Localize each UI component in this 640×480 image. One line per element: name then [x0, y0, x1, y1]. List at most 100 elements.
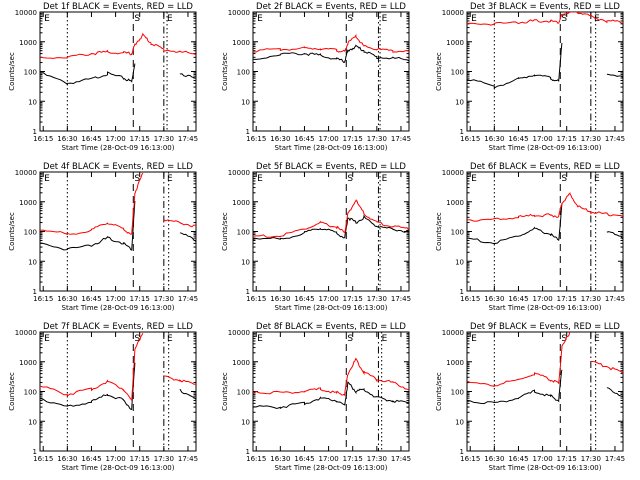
marker-label: S	[134, 334, 140, 344]
events-series-line	[467, 42, 623, 89]
events-series-line	[40, 362, 196, 411]
lld-series-line	[253, 33, 409, 53]
x-axis-label: Start Time (28-Oct-09 16:13:00)	[62, 464, 175, 472]
x-tick-label: 17:15	[557, 295, 577, 303]
y-tick-label: 10	[455, 258, 464, 266]
events-series-line	[253, 214, 409, 240]
y-tick-label: 10	[241, 258, 250, 266]
marker-label: S	[134, 14, 140, 24]
x-axis-label: Start Time (28-Oct-09 16:13:00)	[62, 144, 175, 152]
marker-label: E	[382, 174, 388, 184]
marker-label: E	[257, 14, 263, 24]
x-tick-label: 16:45	[81, 135, 101, 143]
panel-title: Det 7f BLACK = Events, RED = LLD	[43, 322, 193, 332]
x-tick-label: 16:15	[33, 455, 53, 463]
marker-label: S	[347, 174, 353, 184]
x-tick-label: 16:30	[270, 135, 290, 143]
x-tick-label: 17:30	[581, 295, 601, 303]
x-tick-label: 16:45	[81, 455, 101, 463]
lld-series-line	[467, 332, 623, 387]
y-tick-label: 1000	[232, 199, 250, 207]
x-tick-label: 17:30	[154, 455, 174, 463]
x-tick-label: 17:30	[367, 455, 387, 463]
plot-frame	[39, 331, 197, 452]
x-tick-label: 17:30	[581, 135, 601, 143]
x-tick-label: 16:15	[33, 295, 53, 303]
y-tick-label: 1000	[446, 39, 464, 47]
x-tick-label: 17:15	[343, 455, 363, 463]
plot-frame	[39, 171, 197, 292]
panel-title: Det 9f BLACK = Events, RED = LLD	[470, 322, 620, 332]
panel-title: Det 4f BLACK = Events, RED = LLD	[43, 162, 193, 172]
marker-label: E	[382, 334, 388, 344]
y-tick-label: 100	[24, 229, 37, 237]
x-tick-label: 17:30	[581, 455, 601, 463]
x-tick-label: 17:15	[130, 295, 150, 303]
x-tick-label: 17:15	[557, 135, 577, 143]
x-tick-label: 16:45	[508, 455, 528, 463]
marker-label: E	[44, 174, 50, 184]
x-tick-label: 17:45	[605, 295, 625, 303]
x-tick-label: 17:00	[532, 455, 552, 463]
x-tick-label: 17:30	[367, 295, 387, 303]
y-tick-label: 100	[237, 229, 250, 237]
detector-panel: Det 1f BLACK = Events, RED = LLD 1 10 100 10…	[8, 2, 198, 152]
y-tick-label: 1000	[446, 199, 464, 207]
y-tick-label: 10	[241, 418, 250, 426]
y-axis-label: Counts/sec	[221, 52, 229, 91]
x-tick-label: 17:45	[178, 455, 198, 463]
x-axis-label: Start Time (28-Oct-09 16:13:00)	[275, 144, 388, 152]
y-tick-label: 1	[246, 288, 250, 296]
x-tick-label: 17:15	[343, 295, 363, 303]
lld-series-line	[40, 332, 196, 401]
x-tick-label: 16:30	[270, 295, 290, 303]
detector-panel: Det 4f BLACK = Events, RED = LLD 1 10 100 10…	[8, 162, 198, 312]
y-tick-label: 10000	[15, 329, 37, 337]
detector-panel: Det 7f BLACK = Events, RED = LLD 1 10 100 10…	[8, 322, 198, 472]
events-series-line	[40, 63, 196, 86]
y-tick-label: 10000	[442, 329, 464, 337]
marker-label: E	[594, 174, 600, 184]
y-tick-label: 1000	[19, 359, 37, 367]
y-axis-label: Counts/sec	[8, 372, 16, 411]
x-tick-label: 16:15	[460, 455, 480, 463]
detector-panel: Det 5f BLACK = Events, RED = LLD 1 10 100 10…	[221, 162, 411, 312]
x-tick-label: 17:15	[130, 455, 150, 463]
y-tick-label: 1000	[19, 39, 37, 47]
y-tick-label: 1	[33, 288, 37, 296]
x-tick-label: 17:00	[105, 135, 125, 143]
x-tick-label: 16:45	[294, 135, 314, 143]
x-tick-label: 17:00	[532, 295, 552, 303]
y-tick-label: 10000	[442, 169, 464, 177]
panel-title: Det 8f BLACK = Events, RED = LLD	[256, 322, 406, 332]
y-tick-label: 1000	[232, 359, 250, 367]
x-tick-label: 17:45	[605, 455, 625, 463]
marker-label: E	[257, 334, 263, 344]
lld-series-line	[40, 172, 196, 236]
x-axis-label: Start Time (28-Oct-09 16:13:00)	[62, 304, 175, 312]
x-tick-label: 16:45	[294, 455, 314, 463]
lld-series-line	[253, 198, 409, 238]
y-tick-label: 100	[24, 69, 37, 77]
panel-title: Det 3f BLACK = Events, RED = LLD	[470, 2, 620, 12]
marker-label: E	[167, 174, 173, 184]
y-tick-label: 10000	[15, 169, 37, 177]
events-series-line	[467, 203, 623, 245]
x-tick-label: 16:30	[57, 295, 77, 303]
marker-label: E	[471, 174, 477, 184]
x-tick-label: 16:45	[81, 295, 101, 303]
y-tick-label: 1	[33, 448, 37, 456]
y-tick-label: 100	[451, 229, 464, 237]
marker-label: S	[561, 174, 567, 184]
plot-frame	[466, 11, 624, 132]
lld-series-line	[40, 32, 196, 59]
x-tick-label: 17:30	[154, 135, 174, 143]
x-tick-label: 16:30	[484, 295, 504, 303]
detector-panel: Det 6f BLACK = Events, RED = LLD 1 10 100 10…	[435, 162, 625, 312]
marker-label: E	[167, 334, 173, 344]
y-tick-label: 10	[455, 98, 464, 106]
x-tick-label: 16:30	[484, 135, 504, 143]
marker-label: E	[471, 14, 477, 24]
y-tick-label: 10000	[228, 169, 250, 177]
marker-label: E	[44, 14, 50, 24]
